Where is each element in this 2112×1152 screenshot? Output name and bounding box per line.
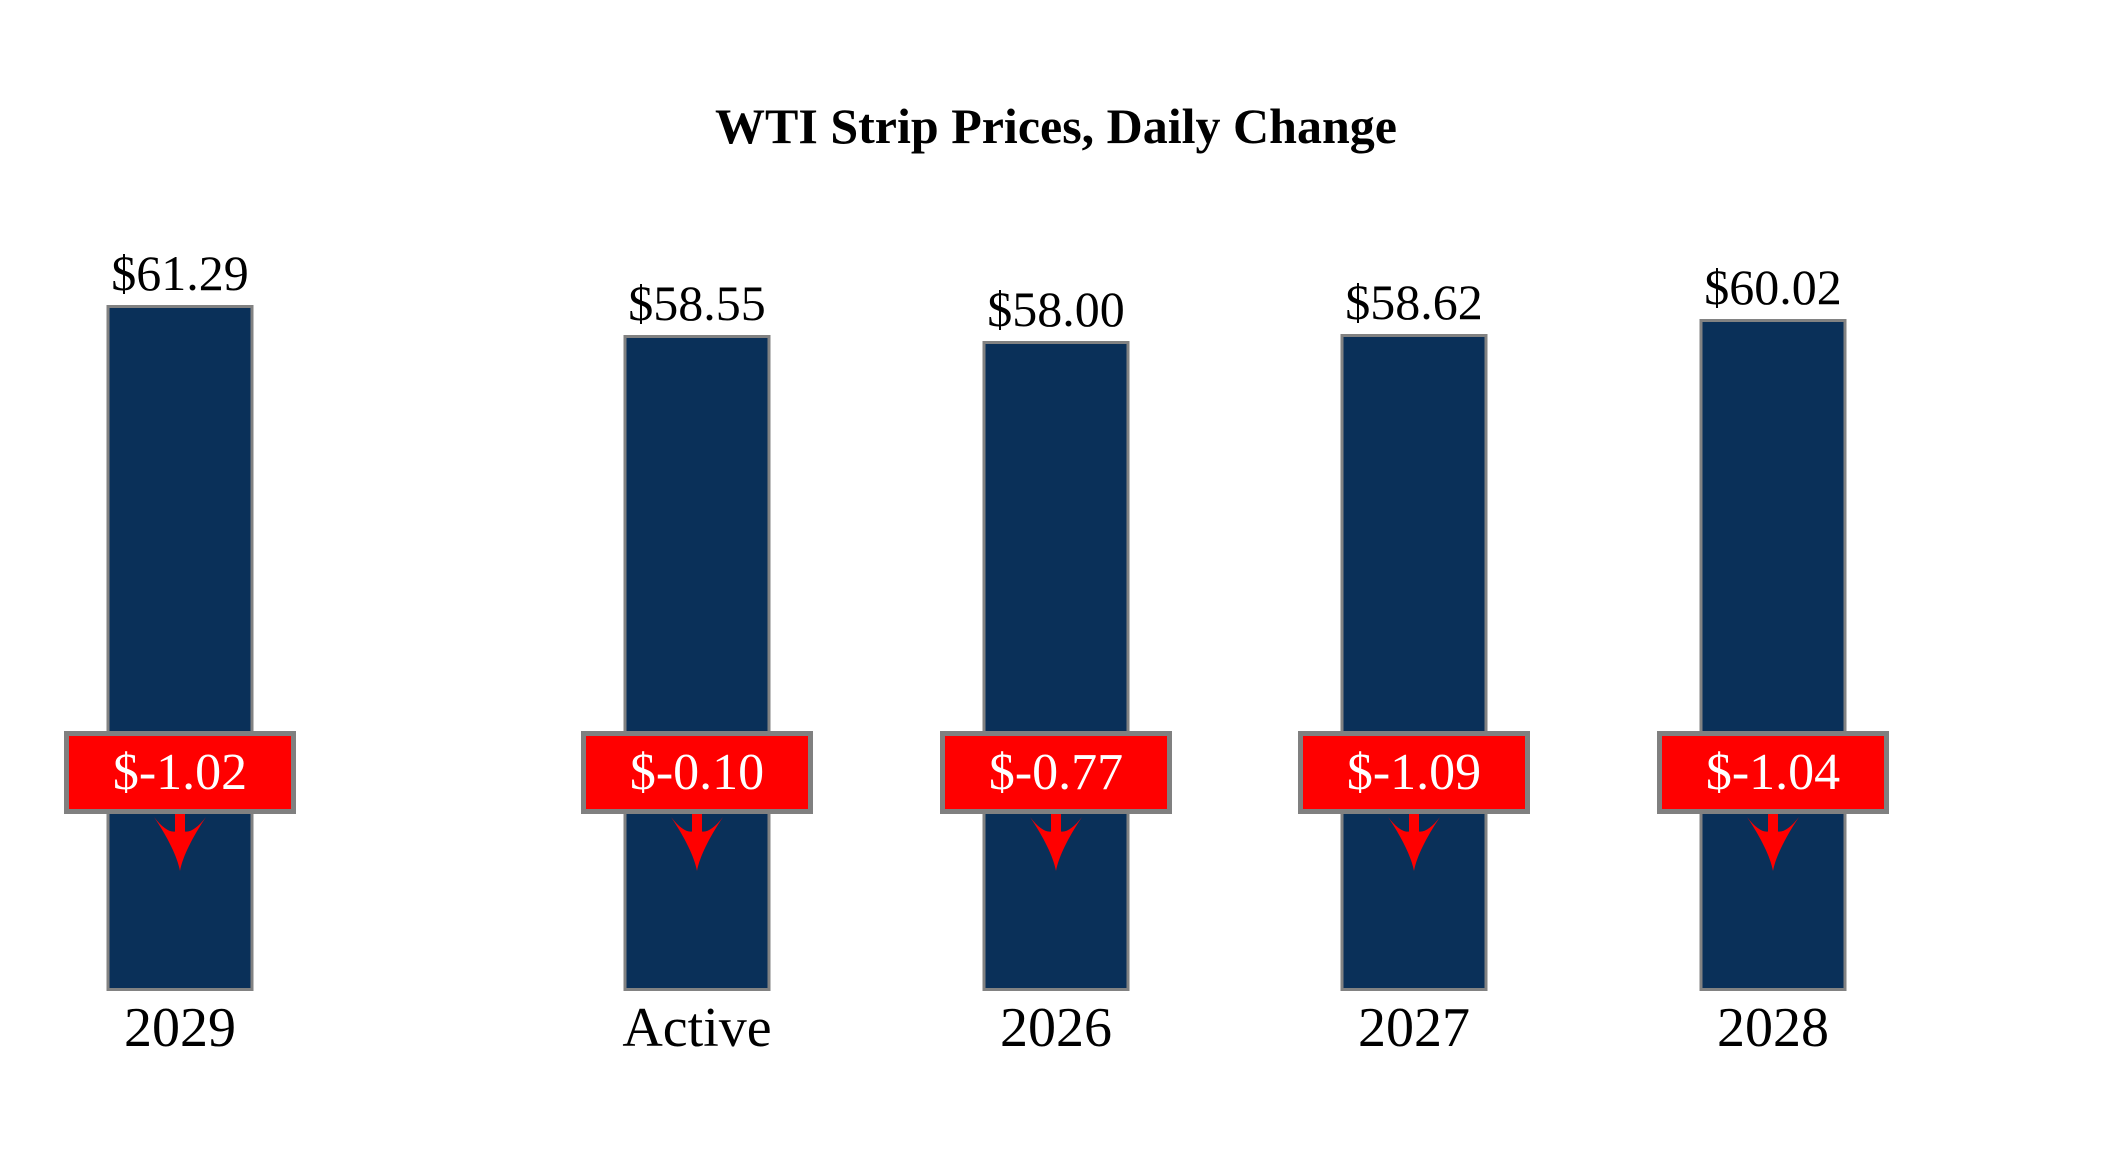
change-badge-label: $-0.10: [629, 743, 765, 801]
change-badge-label: $-1.02: [112, 743, 248, 801]
bar-column: $58.00 $-0.77 2026: [876, 0, 1236, 1152]
change-badge-label: $-1.09: [1346, 743, 1482, 801]
down-arrow-icon: [154, 812, 206, 871]
price-label: $61.29: [111, 245, 249, 301]
category-label: Active: [622, 997, 772, 1059]
category-label: 2028: [1717, 997, 1829, 1059]
change-badge: $-1.02: [64, 731, 296, 814]
change-badge: $-1.04: [1657, 731, 1889, 814]
down-arrow-icon: [1030, 812, 1082, 871]
category-label: 2026: [1000, 997, 1112, 1059]
bar: [106, 305, 254, 991]
bar: [1699, 319, 1847, 991]
down-arrow-icon: [1747, 812, 1799, 871]
category-label: 2029: [124, 997, 236, 1059]
change-badge-label: $-0.77: [988, 743, 1124, 801]
bar-column: $58.55 $-0.10 Active: [517, 0, 877, 1152]
price-label: $60.02: [1704, 259, 1842, 315]
change-badge: $-1.09: [1298, 731, 1530, 814]
bar: [1340, 334, 1488, 991]
bar-column: $61.29 $-1.02 2029: [0, 0, 360, 1152]
bar-column: $60.02 $-1.04 2028: [1593, 0, 1953, 1152]
bar-column: $58.62 $-1.09 2027: [1234, 0, 1594, 1152]
change-badge: $-0.77: [940, 731, 1172, 814]
chart-title: WTI Strip Prices, Daily Change: [715, 98, 1397, 154]
change-badge-label: $-1.04: [1705, 743, 1841, 801]
price-label: $58.00: [987, 281, 1125, 337]
down-arrow-icon: [1388, 812, 1440, 871]
down-arrow-icon: [671, 812, 723, 871]
change-badge: $-0.10: [581, 731, 813, 814]
bar: [982, 341, 1130, 991]
category-label: 2027: [1358, 997, 1470, 1059]
price-label: $58.55: [628, 275, 766, 331]
price-label: $58.62: [1345, 274, 1483, 330]
bar: [623, 335, 771, 991]
